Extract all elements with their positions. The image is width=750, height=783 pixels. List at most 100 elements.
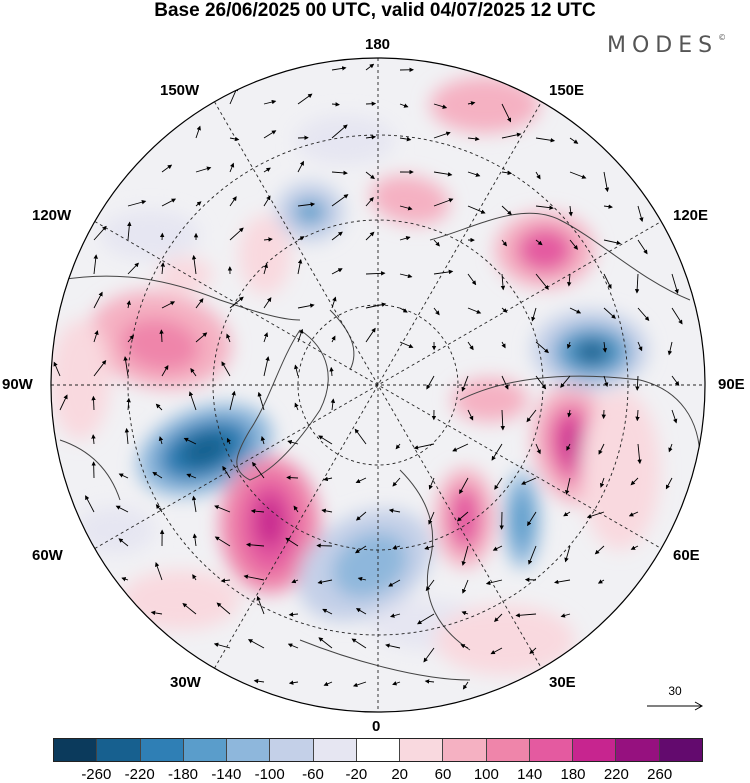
wind-vector xyxy=(53,361,61,377)
wind-vector xyxy=(395,443,401,450)
wind-vector xyxy=(351,638,367,649)
wind-vector xyxy=(354,545,367,554)
colorbar-tick-label: 100 xyxy=(473,766,499,783)
latitude-circle xyxy=(297,304,459,466)
anomaly-contour xyxy=(580,390,660,550)
wind-vector xyxy=(155,403,163,411)
wind-vector xyxy=(566,443,571,451)
colorbar-segment xyxy=(183,739,228,761)
wind-vector xyxy=(263,263,268,275)
wind-vector xyxy=(460,644,469,649)
wind-vector xyxy=(243,574,265,581)
meridian-line xyxy=(214,101,542,669)
wind-vector xyxy=(330,398,336,411)
wind-vector xyxy=(121,577,129,582)
wind-vector xyxy=(118,538,129,547)
anomaly-contour xyxy=(430,77,540,133)
colorbar-tick-label: -180 xyxy=(167,766,199,783)
wind-vector xyxy=(93,225,107,241)
wind-vector xyxy=(569,171,587,179)
wind-vector xyxy=(161,198,177,207)
wind-vector xyxy=(263,332,269,343)
vector-reference: 30 xyxy=(645,684,705,714)
wind-vector xyxy=(160,262,166,275)
wind-vector xyxy=(637,205,644,223)
wind-vector xyxy=(462,681,469,690)
wind-vector xyxy=(291,578,299,584)
wind-vector xyxy=(635,375,640,391)
wind-vector xyxy=(385,643,401,649)
wind-vector xyxy=(216,602,231,615)
wind-vector xyxy=(531,307,537,322)
wind-vector xyxy=(161,301,176,309)
vector-reference-label: 30 xyxy=(668,684,682,698)
wind-vector xyxy=(392,545,401,550)
wind-vector xyxy=(59,394,68,411)
wind-vector xyxy=(229,196,237,207)
wind-vector xyxy=(214,536,231,547)
wind-vector xyxy=(501,375,509,390)
colorbar-tick-label: 260 xyxy=(647,766,673,783)
wind-vector xyxy=(318,637,333,649)
wind-vector xyxy=(294,402,299,411)
lon-label-0: 0 xyxy=(372,718,381,735)
colorbar-segment xyxy=(227,739,271,761)
wind-vector xyxy=(467,136,480,142)
wind-vector xyxy=(467,205,486,214)
wind-vector xyxy=(263,130,277,139)
anomaly-contour xyxy=(452,378,528,422)
anomaly-contour xyxy=(120,570,240,630)
colorbar-segment xyxy=(659,739,702,761)
wind-vector xyxy=(553,579,571,585)
wind-vector xyxy=(501,132,522,139)
colorbar xyxy=(53,738,703,762)
wind-vector xyxy=(85,495,95,513)
anomaly-contour xyxy=(449,486,481,550)
wind-vector xyxy=(195,201,202,207)
wind-vector xyxy=(567,409,572,418)
colorbar-segment xyxy=(443,739,487,761)
wind-vector xyxy=(560,375,571,388)
wind-vector xyxy=(564,477,571,495)
wind-vector xyxy=(150,610,163,616)
wind-vector xyxy=(461,611,469,616)
wind-vector xyxy=(158,436,164,445)
wind-vector xyxy=(263,237,273,242)
wind-vector xyxy=(598,443,605,455)
wind-vector xyxy=(365,63,375,71)
wind-vector xyxy=(297,236,305,241)
colorbar-segment xyxy=(97,739,141,761)
wind-vector xyxy=(93,254,98,275)
wind-vector xyxy=(191,495,197,513)
colorbar-segment xyxy=(270,739,314,761)
wind-vector xyxy=(365,271,386,276)
wind-vector xyxy=(91,434,96,445)
wind-vector xyxy=(424,679,435,684)
wind-vector xyxy=(331,268,343,275)
colorbar-segment xyxy=(529,739,574,761)
wind-vector xyxy=(485,579,503,586)
anomaly-contour xyxy=(239,215,291,295)
lon-label-150w: 150W xyxy=(160,82,200,99)
wind-vector xyxy=(127,221,132,241)
wind-vector xyxy=(263,195,271,207)
lon-label-150e: 150E xyxy=(549,82,585,99)
wind-vector xyxy=(252,461,265,479)
coastline xyxy=(459,375,701,461)
wind-vector xyxy=(91,395,96,411)
wind-vector xyxy=(229,136,240,142)
lon-label-120w: 120W xyxy=(32,207,72,224)
wind-vector xyxy=(433,131,451,139)
wind-vector xyxy=(461,545,469,566)
wind-vector xyxy=(195,125,201,139)
anomaly-contour xyxy=(75,506,155,554)
wind-vector xyxy=(423,647,435,663)
wind-vector xyxy=(260,436,266,445)
colorbar-segment xyxy=(573,739,617,761)
wind-vector xyxy=(263,356,270,377)
wind-vector xyxy=(331,102,340,107)
wind-vector xyxy=(257,391,265,411)
wind-vector xyxy=(560,613,571,618)
wind-vector xyxy=(535,239,543,246)
wind-vector xyxy=(253,678,265,684)
